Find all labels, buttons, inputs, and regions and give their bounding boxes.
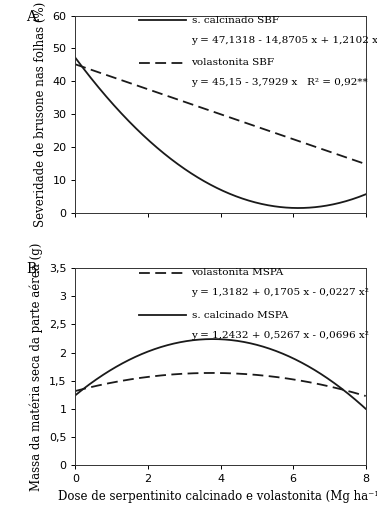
X-axis label: Dose de serpentinito calcinado e volastonita (Mg ha⁻¹): Dose de serpentinito calcinado e volasto…: [58, 490, 377, 503]
Text: y = 45,15 - 3,7929 x   R² = 0,92**: y = 45,15 - 3,7929 x R² = 0,92**: [192, 78, 368, 87]
Text: y = 47,1318 - 14,8705 x + 1,2102 x²   R² = 0,96**: y = 47,1318 - 14,8705 x + 1,2102 x² R² =…: [192, 36, 377, 44]
Text: A.: A.: [26, 10, 40, 24]
Y-axis label: Severidade de brusone nas folhas (%): Severidade de brusone nas folhas (%): [34, 2, 47, 227]
Text: B.: B.: [26, 262, 40, 276]
Text: volastonita SBF: volastonita SBF: [192, 58, 274, 67]
Text: y = 1,2432 + 0,5267 x - 0,0696 x²   R² = 0,99**: y = 1,2432 + 0,5267 x - 0,0696 x² R² = 0…: [192, 330, 377, 340]
Text: s. calcinado MSPA: s. calcinado MSPA: [192, 311, 288, 320]
Y-axis label: Massa da matéria seca da parte aérea (g): Massa da matéria seca da parte aérea (g): [30, 242, 43, 491]
Text: volastonita MSPA: volastonita MSPA: [192, 268, 284, 278]
Text: s. calcinado SBF: s. calcinado SBF: [192, 16, 279, 25]
Text: y = 1,3182 + 0,1705 x - 0,0227 x²   R² = 0,67*: y = 1,3182 + 0,1705 x - 0,0227 x² R² = 0…: [192, 288, 377, 297]
